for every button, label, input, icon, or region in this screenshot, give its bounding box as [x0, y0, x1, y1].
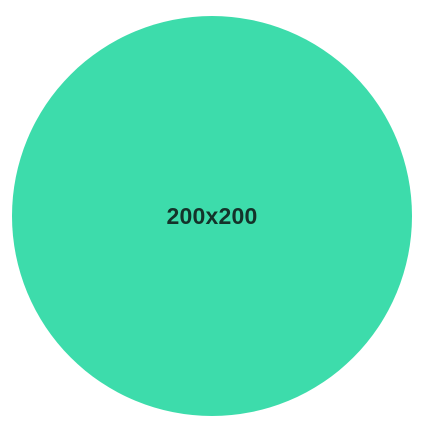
placeholder-dimensions-label: 200x200 [166, 202, 258, 229]
placeholder-circle: 200x200 [12, 16, 412, 416]
